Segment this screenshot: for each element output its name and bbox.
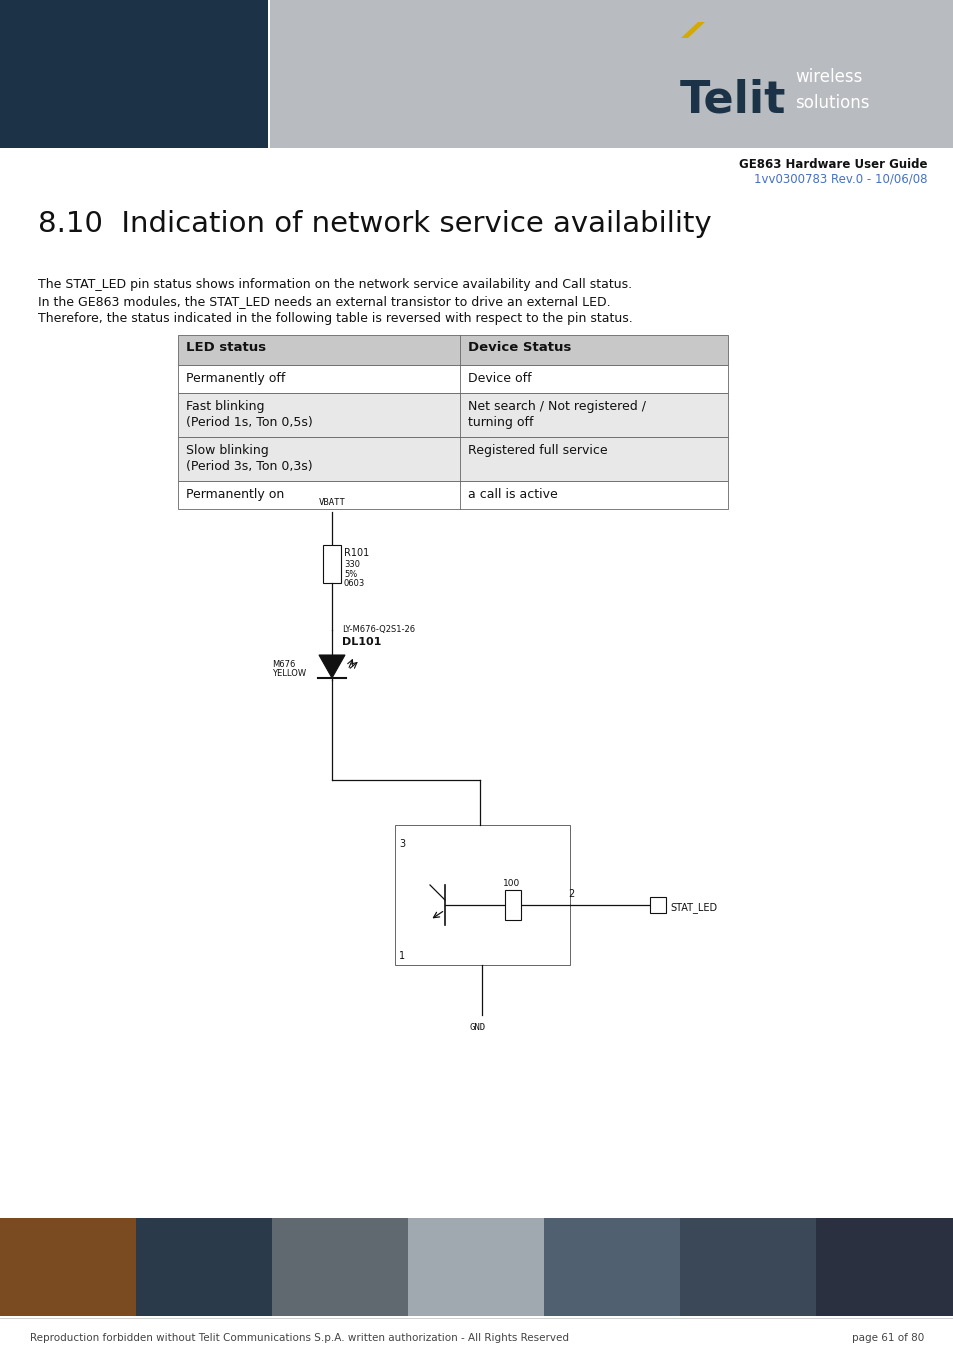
Text: 8.10  Indication of network service availability: 8.10 Indication of network service avail…: [38, 209, 711, 238]
Bar: [178, 481, 727, 509]
Text: 100: 100: [502, 880, 519, 888]
Bar: [649, 897, 665, 913]
Bar: [178, 436, 727, 481]
Text: Net search / Not registered /: Net search / Not registered /: [468, 400, 645, 413]
Text: Device Status: Device Status: [468, 340, 571, 354]
Text: Fast blinking: Fast blinking: [186, 400, 264, 413]
Bar: [272, 1219, 409, 1316]
Text: Reproduction forbidden without Telit Communications S.p.A. written authorization: Reproduction forbidden without Telit Com…: [30, 1333, 568, 1343]
Text: DL101: DL101: [341, 638, 381, 647]
Text: GE863 Hardware User Guide: GE863 Hardware User Guide: [739, 158, 927, 172]
Bar: [178, 393, 727, 436]
Text: (Period 3s, Ton 0,3s): (Period 3s, Ton 0,3s): [186, 459, 313, 473]
Text: LY-M676-Q2S1-26: LY-M676-Q2S1-26: [341, 626, 415, 634]
Bar: [504, 890, 520, 920]
Text: 330: 330: [344, 561, 359, 569]
Text: Permanently on: Permanently on: [186, 488, 284, 501]
Text: VBATT: VBATT: [318, 499, 346, 507]
Text: M676: M676: [272, 661, 295, 669]
Text: GND: GND: [470, 1023, 486, 1032]
Text: 1vv0300783 Rev.0 - 10/06/08: 1vv0300783 Rev.0 - 10/06/08: [754, 172, 927, 185]
Bar: [815, 1219, 952, 1316]
Text: 0603: 0603: [344, 580, 365, 588]
Bar: [178, 335, 727, 365]
Bar: [0, 1219, 137, 1316]
Text: 3: 3: [398, 839, 405, 848]
Text: Permanently off: Permanently off: [186, 372, 285, 385]
Text: turning off: turning off: [468, 416, 533, 430]
Text: YELLOW: YELLOW: [272, 669, 306, 678]
Bar: [0, 0, 268, 149]
Bar: [136, 1219, 273, 1316]
Bar: [323, 544, 340, 584]
Text: Registered full service: Registered full service: [468, 444, 607, 457]
Text: Therefore, the status indicated in the following table is reversed with respect : Therefore, the status indicated in the f…: [38, 312, 632, 326]
Bar: [543, 1219, 680, 1316]
Polygon shape: [318, 655, 345, 678]
Text: Device off: Device off: [468, 372, 531, 385]
Text: 1: 1: [398, 951, 405, 961]
Text: LED status: LED status: [186, 340, 266, 354]
Polygon shape: [680, 22, 704, 38]
Text: 5%: 5%: [344, 570, 356, 580]
Bar: [178, 365, 727, 393]
Text: STAT_LED: STAT_LED: [669, 902, 717, 913]
Text: page 61 of 80: page 61 of 80: [851, 1333, 923, 1343]
Text: wireless
solutions: wireless solutions: [794, 69, 868, 112]
Bar: [268, 0, 270, 149]
Text: Telit: Telit: [679, 78, 785, 122]
Text: In the GE863 modules, the STAT_LED needs an external transistor to drive an exte: In the GE863 modules, the STAT_LED needs…: [38, 295, 610, 308]
Text: 2: 2: [567, 889, 574, 898]
Bar: [268, 0, 953, 149]
Bar: [679, 1219, 816, 1316]
Text: (Period 1s, Ton 0,5s): (Period 1s, Ton 0,5s): [186, 416, 313, 430]
Bar: [395, 825, 569, 965]
Bar: [408, 1219, 544, 1316]
Text: Slow blinking: Slow blinking: [186, 444, 269, 457]
Text: R101: R101: [344, 549, 369, 558]
Text: The STAT_LED pin status shows information on the network service availability an: The STAT_LED pin status shows informatio…: [38, 278, 632, 290]
Text: a call is active: a call is active: [468, 488, 558, 501]
